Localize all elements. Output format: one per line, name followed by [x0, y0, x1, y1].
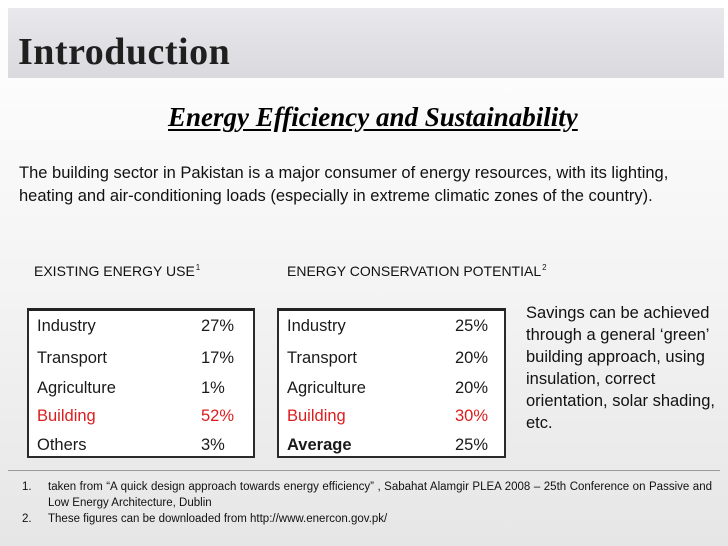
value-cell: 17%	[201, 349, 235, 367]
existing-energy-table: Industry 27% Transport 17% Agriculture 1…	[27, 308, 255, 458]
table-row: Agriculture 20%	[279, 373, 504, 402]
title-band	[8, 8, 724, 78]
value-cell: 27%	[201, 317, 235, 335]
slide-subtitle: Energy Efficiency and Sustainability	[168, 102, 578, 132]
sector-cell: Building	[287, 407, 346, 425]
value-cell: 25%	[455, 436, 489, 454]
value-cell: 1%	[201, 379, 225, 397]
conservation-label-text: ENERGY CONSERVATION POTENTIAL	[287, 263, 542, 279]
footnote-divider	[8, 470, 720, 471]
table-row: Transport 17%	[29, 343, 253, 372]
value-cell: 52%	[201, 407, 235, 425]
table-row-average: Average 25%	[279, 430, 504, 459]
sector-cell: Agriculture	[287, 379, 366, 397]
value-cell: 20%	[455, 349, 489, 367]
existing-energy-label-text: EXISTING ENERGY USE	[34, 263, 195, 279]
value-cell: 20%	[455, 379, 489, 397]
table-row: Agriculture 1%	[29, 373, 253, 402]
savings-note: Savings can be achieved through a genera…	[526, 304, 715, 432]
table-row: Industry 27%	[29, 311, 253, 340]
reference-text: These figures can be downloaded from htt…	[48, 513, 388, 525]
sector-cell: Industry	[37, 317, 96, 335]
sector-cell: Others	[37, 436, 87, 454]
sector-cell: Building	[37, 407, 96, 425]
conservation-label: ENERGY CONSERVATION POTENTIAL2	[287, 263, 547, 279]
sector-cell: Average	[287, 436, 352, 454]
table-row: Industry 25%	[279, 311, 504, 340]
sector-cell: Agriculture	[37, 379, 116, 397]
slide-title: Introduction	[18, 31, 231, 73]
table-row-highlight: Building 52%	[29, 401, 253, 430]
value-cell: 30%	[455, 407, 489, 425]
value-cell: 25%	[455, 317, 489, 335]
reference-text: taken from “A quick design approach towa…	[48, 481, 712, 509]
reference-number: 2.	[22, 513, 32, 525]
value-cell: 3%	[201, 436, 225, 454]
sector-cell: Transport	[287, 349, 357, 367]
sector-cell: Transport	[37, 349, 107, 367]
reference-item: 2. These figures can be downloaded from …	[22, 511, 712, 527]
table-row: Others 3%	[29, 430, 253, 459]
existing-energy-ref: 1	[195, 263, 201, 272]
table-row-highlight: Building 30%	[279, 401, 504, 430]
conservation-ref: 2	[542, 263, 547, 272]
table-row: Transport 20%	[279, 343, 504, 372]
reference-item: 1. taken from “A quick design approach t…	[22, 479, 712, 511]
reference-number: 1.	[22, 481, 32, 493]
conservation-table: Industry 25% Transport 20% Agriculture 2…	[277, 308, 506, 458]
intro-paragraph: The building sector in Pakistan is a maj…	[19, 164, 669, 205]
references-list: 1. taken from “A quick design approach t…	[22, 479, 712, 527]
existing-energy-label: EXISTING ENERGY USE1	[34, 263, 200, 279]
sector-cell: Industry	[287, 317, 346, 335]
